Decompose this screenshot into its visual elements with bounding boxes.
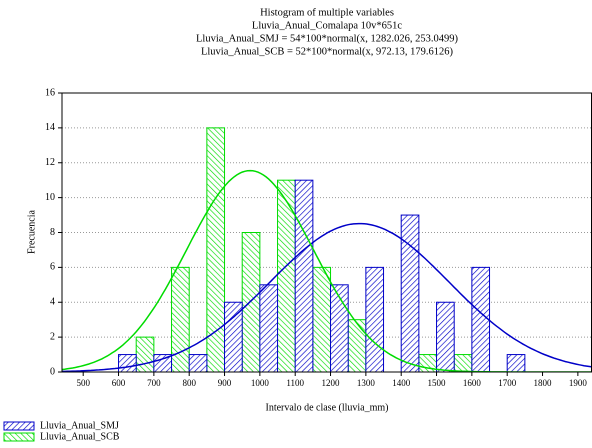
bar: [259, 284, 279, 373]
x-tick-label: 1900: [569, 378, 588, 388]
legend-swatch: [3, 421, 35, 431]
chart-title: Histogram of multiple variables: [260, 7, 394, 18]
bar: [453, 354, 473, 373]
x-tick-label: 1600: [463, 378, 482, 388]
y-tick-label: 4: [50, 297, 55, 308]
bar: [347, 319, 367, 373]
legend-swatch: [3, 432, 35, 442]
x-tick-label: 1100: [286, 378, 304, 388]
chart-subtitle: Lluvia_Anual_SMJ = 54*100*normal(x, 1282…: [196, 33, 458, 44]
bar: [135, 336, 155, 373]
bar: [241, 232, 261, 373]
y-tick-label: 6: [50, 262, 55, 273]
x-tick-label: 1500: [428, 378, 447, 388]
bar: [294, 179, 314, 373]
y-tick-label: 14: [45, 122, 55, 133]
x-tick-label: 1200: [322, 378, 341, 388]
x-axis-label: Intervalo de clase (lluvia_mm): [265, 402, 388, 413]
x-tick-label: 1800: [534, 378, 553, 388]
y-tick-label: 8: [50, 227, 55, 238]
x-tick-label: 900: [218, 378, 232, 388]
bar: [118, 354, 137, 373]
x-tick-label: 1000: [251, 378, 270, 388]
y-tick-label: 16: [45, 87, 55, 98]
bar: [312, 266, 332, 373]
bar: [277, 179, 296, 373]
legend-label: Lluvia_Anual_SMJ: [40, 420, 119, 431]
chart-subtitle: Lluvia_Anual_SCB = 52*100*normal(x, 972.…: [201, 46, 454, 57]
y-tick-label: 0: [50, 366, 55, 377]
bar: [365, 266, 385, 373]
x-tick-label: 1400: [392, 378, 411, 388]
fit-curve: [62, 222, 592, 372]
bar: [436, 301, 455, 373]
x-tick-label: 500: [76, 378, 90, 388]
chart-subtitle: Lluvia_Anual_Comalapa 10v*651c: [252, 20, 403, 31]
x-tick-label: 800: [182, 378, 196, 388]
bar: [188, 354, 208, 373]
legend-label: Lluvia_Anual_SCB: [40, 431, 120, 442]
x-tick-label: 700: [147, 378, 161, 388]
x-tick-label: 1700: [498, 378, 517, 388]
y-axis-label: Frecuencia: [26, 210, 37, 254]
y-tick-label: 2: [50, 331, 55, 342]
bar: [400, 214, 420, 373]
bar: [506, 354, 526, 373]
y-tick-label: 12: [45, 157, 55, 168]
x-tick-label: 600: [112, 378, 126, 388]
bar: [471, 266, 491, 373]
y-tick-label: 10: [45, 192, 55, 203]
bar: [171, 266, 190, 373]
x-tick-label: 1300: [357, 378, 376, 388]
